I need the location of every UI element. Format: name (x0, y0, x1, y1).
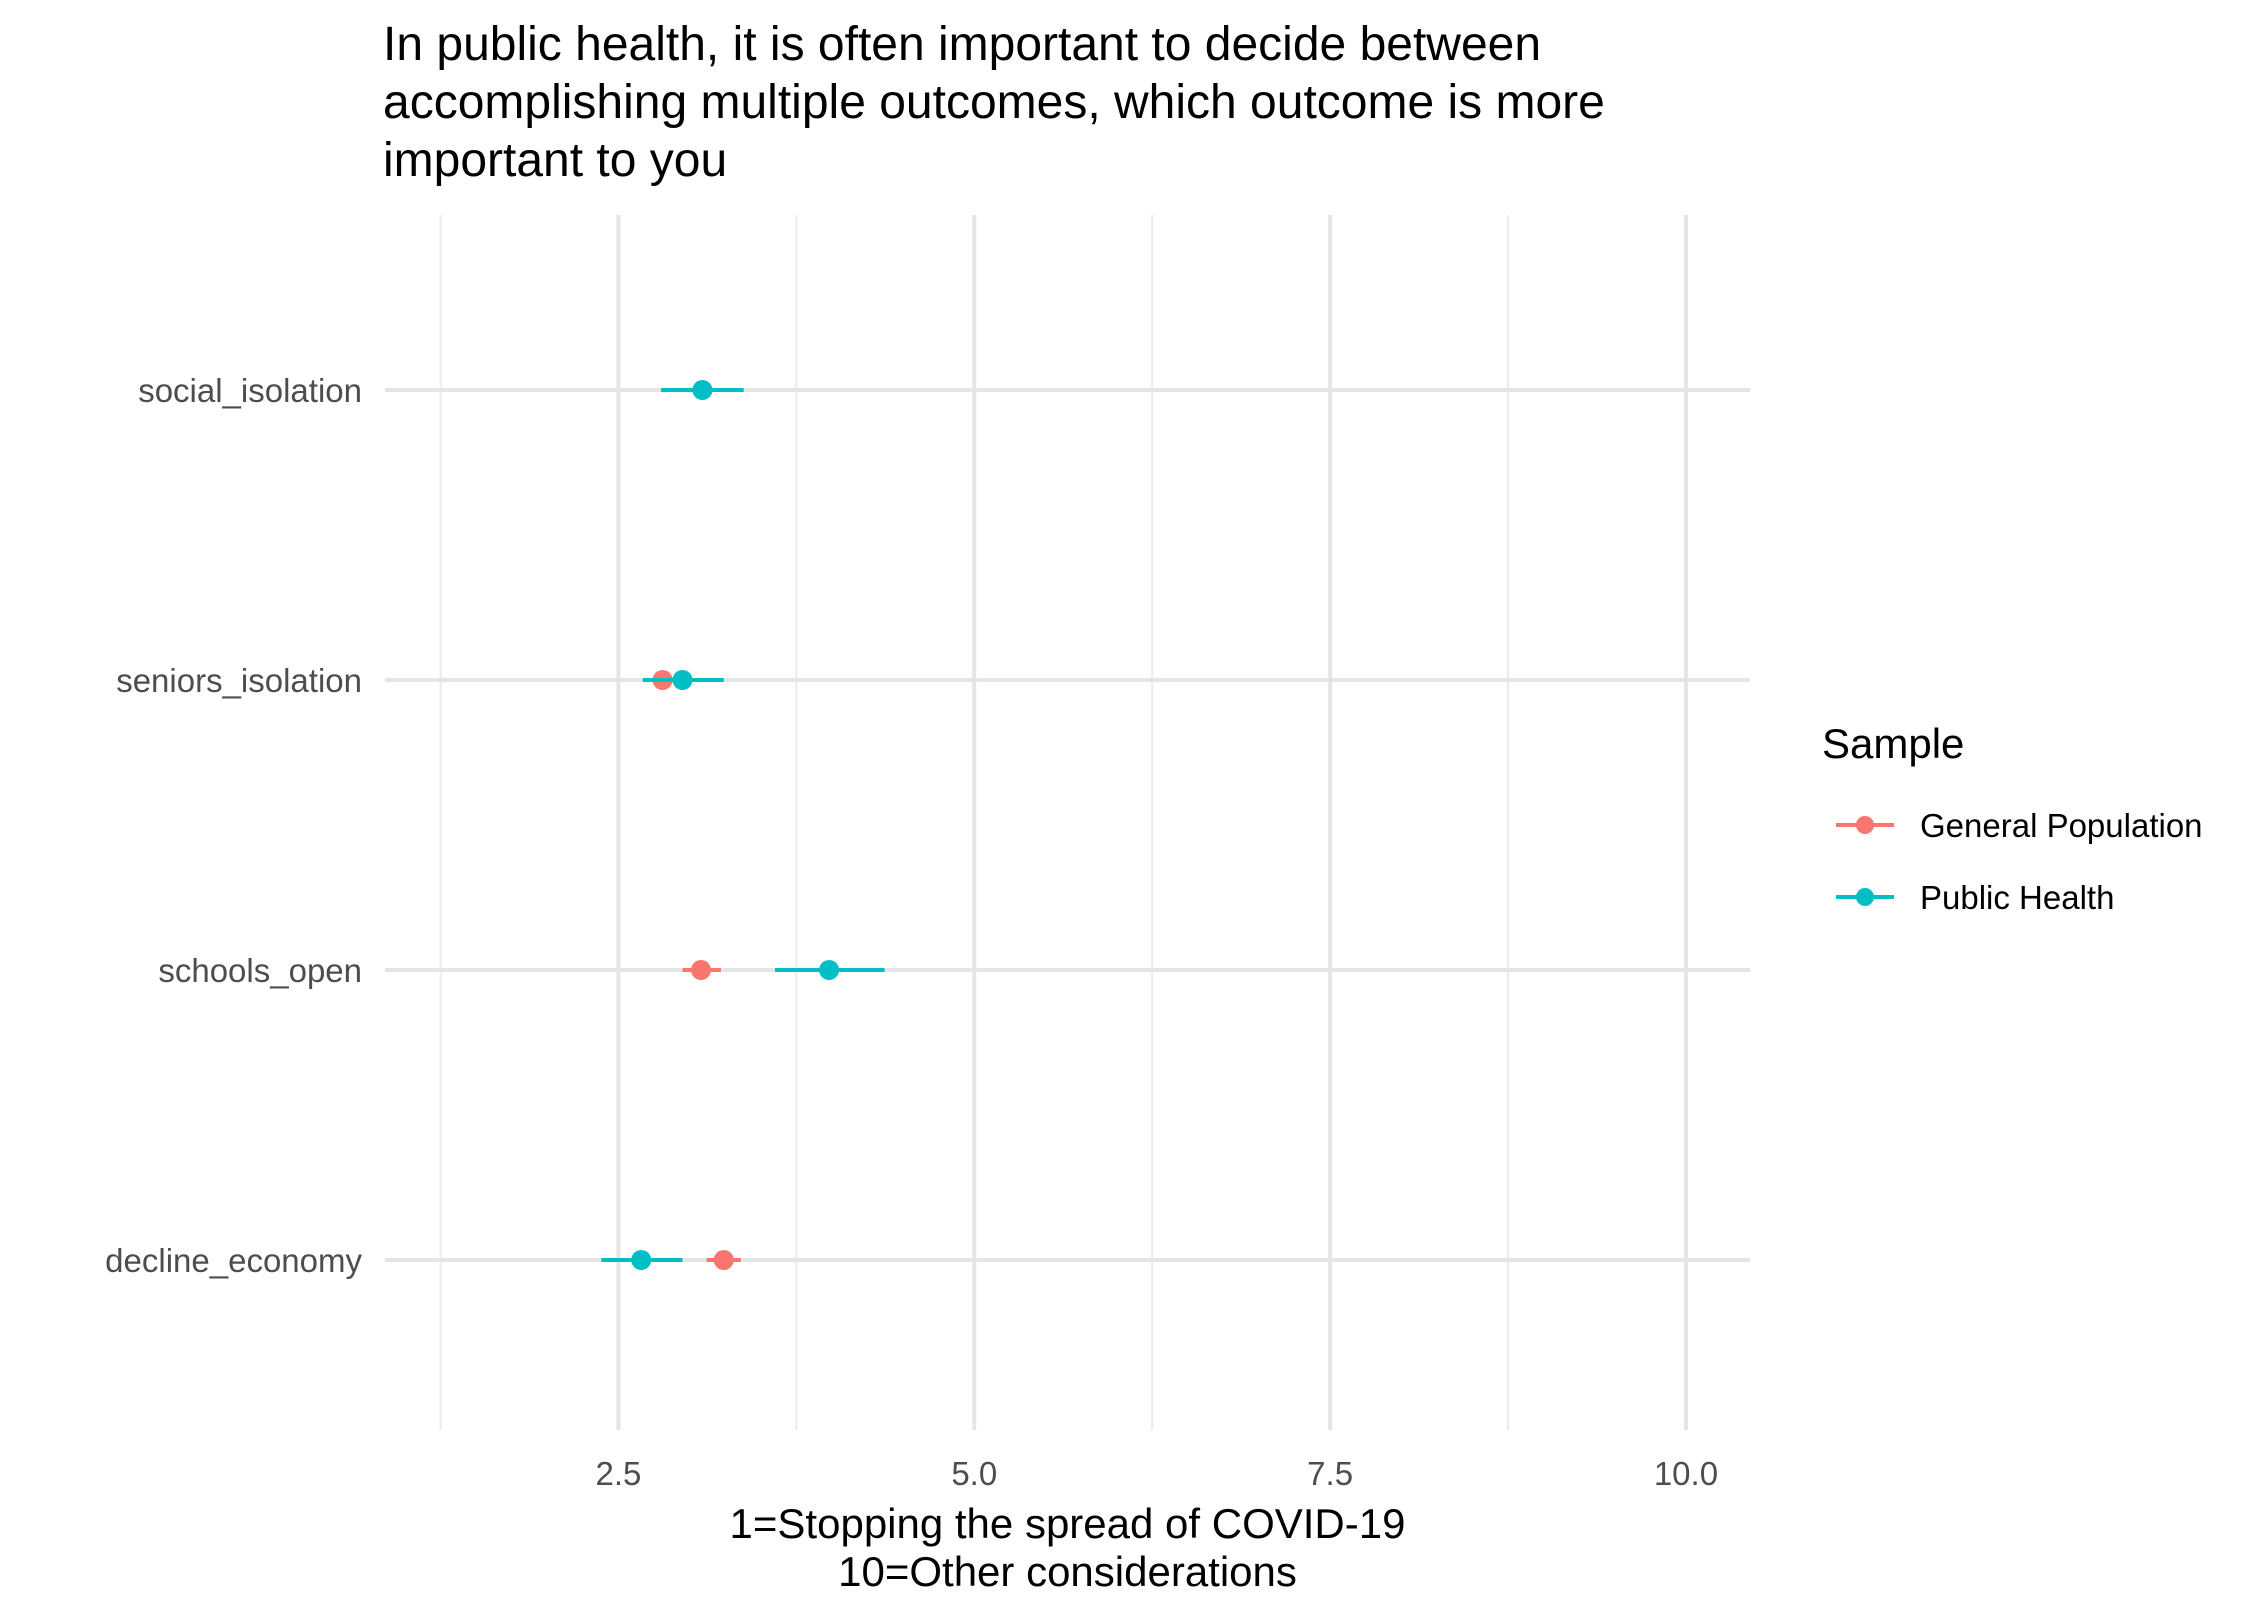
chart-title-line: accomplishing multiple outcomes, which o… (383, 76, 1605, 129)
legend-item: General Population (1836, 807, 2203, 844)
data-point (713, 1250, 734, 1270)
x-tick-label: 5.0 (951, 1455, 997, 1492)
data-point (690, 960, 711, 980)
chart-title-line: important to you (383, 134, 727, 187)
legend-key-point (1856, 816, 1874, 834)
y-tick-label: decline_economy (105, 1242, 362, 1279)
legend-item: Public Health (1836, 879, 2114, 916)
legend-label: Public Health (1920, 879, 2114, 916)
chart-title-line: In public health, it is often important … (383, 18, 1541, 71)
data-point (692, 380, 713, 400)
y-tick-label: schools_open (158, 952, 362, 989)
chart-marks (601, 380, 885, 1270)
y-axis-ticks: social_isolation seniors_isolationschools… (105, 372, 362, 1279)
legend: Sample General Population Public Health (1822, 720, 2203, 916)
x-axis-label-line: 1=Stopping the spread of COVID-19 (730, 1500, 1406, 1547)
data-point (819, 960, 840, 980)
legend-key-point (1856, 888, 1874, 906)
legend-title: Sample (1822, 720, 1964, 767)
x-tick-label: 10.0 (1654, 1455, 1718, 1492)
y-tick-label: seniors_isolation (116, 662, 362, 699)
data-point (631, 1250, 652, 1270)
x-tick-label: 2.5 (595, 1455, 641, 1492)
data-point (672, 670, 693, 690)
y-tick-label: social_isolation (138, 372, 362, 409)
grid-minor (439, 215, 1510, 1430)
legend-label: General Population (1920, 807, 2203, 844)
x-axis-ticks: 2.5 5.0 7.5 10.0 (595, 1455, 1718, 1492)
grid-major (385, 215, 1750, 1430)
x-axis-label-line: 10=Other considerations (838, 1548, 1297, 1595)
x-tick-label: 7.5 (1307, 1455, 1353, 1492)
x-axis-label: 1=Stopping the spread of COVID-1910=Othe… (730, 1500, 1406, 1595)
chart-title: In public health, it is often important … (383, 18, 1605, 187)
